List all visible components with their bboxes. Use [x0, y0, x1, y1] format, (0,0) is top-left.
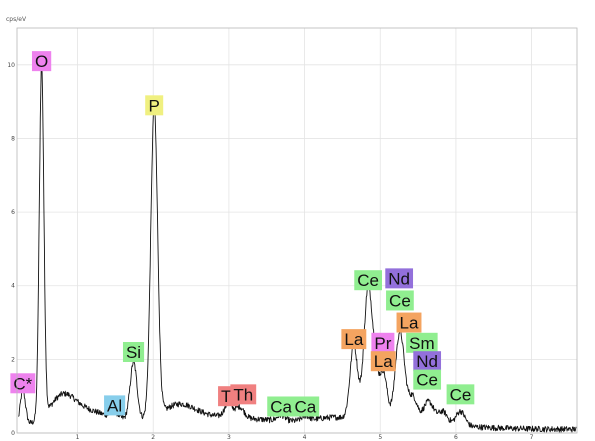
y-tick-label: 0: [11, 430, 15, 437]
y-axis-unit-label: cps/eV: [6, 16, 27, 23]
element-label-box: [31, 51, 52, 72]
element-label-c: C*: [10, 373, 36, 394]
element-label-text: Nd: [388, 269, 410, 288]
element-label-text: Al: [107, 396, 122, 415]
element-label-box: [370, 351, 396, 372]
element-label-la: La: [341, 329, 367, 350]
element-label-text: Si: [126, 343, 141, 362]
element-label-box: [413, 369, 442, 390]
element-label-sm: Sm: [406, 332, 438, 353]
element-label-text: La: [374, 352, 393, 371]
element-label-text: C*: [13, 374, 32, 393]
element-label-box: [341, 329, 367, 350]
element-label-ca: Ca: [291, 396, 320, 417]
element-label-text: Sm: [409, 334, 435, 353]
element-label-th: Th: [230, 384, 257, 405]
element-label-box: [413, 351, 442, 372]
element-label-box: [230, 384, 257, 405]
element-label-pr: Pr: [371, 332, 395, 353]
x-tick-label: 3: [227, 434, 231, 441]
y-tick-label: 2: [11, 356, 15, 363]
element-label-text: Ce: [357, 271, 379, 290]
element-label-box: [386, 290, 414, 311]
element-label-box: [446, 384, 475, 405]
element-label-text: Nd: [416, 352, 438, 371]
element-label-ca: Ca: [267, 396, 295, 417]
element-label-text: O: [35, 52, 48, 71]
element-label-box: [385, 268, 414, 289]
element-label-o: O: [31, 51, 52, 72]
element-label-ce: Ce: [446, 384, 475, 405]
y-tick-label: 10: [7, 62, 15, 69]
element-label-nd: Nd: [385, 268, 414, 289]
element-label-box: [122, 342, 145, 362]
element-label-ce: Ce: [386, 290, 414, 311]
element-label-la: La: [396, 312, 422, 333]
element-label-box: [406, 332, 438, 353]
element-label-text: Ce: [416, 371, 438, 390]
element-label-text: La: [400, 314, 419, 333]
y-tick-label: 8: [11, 135, 15, 142]
x-tick-label: 7: [530, 434, 534, 441]
element-label-text: La: [344, 330, 363, 349]
spectrum-line: [18, 64, 577, 433]
element-label-nd: Nd: [413, 351, 442, 372]
element-label-text: Ce: [389, 291, 411, 310]
plot-frame: [16, 27, 578, 434]
element-label-box: [354, 270, 383, 291]
element-label-box: [291, 396, 320, 417]
element-label-box: [371, 332, 395, 353]
element-label-ce: Ce: [354, 270, 383, 291]
element-label-text: Ca: [294, 397, 316, 416]
element-label-box: [104, 395, 126, 416]
axis-ticks: 1 2 3 4 5 6 7 0 2 4 6 8 10: [7, 62, 533, 441]
x-tick-label: 5: [378, 434, 382, 441]
element-label-text: P: [149, 96, 160, 115]
element-label-box: [145, 95, 164, 116]
y-tick-label: 6: [11, 209, 15, 216]
element-label-text: Th: [233, 385, 253, 404]
y-tick-label: 4: [11, 283, 15, 290]
x-tick-label: 2: [151, 434, 155, 441]
grid-lines: [17, 28, 577, 434]
element-label-box: [396, 312, 422, 333]
element-label-si: Si: [122, 342, 145, 362]
element-label-box: [267, 396, 295, 417]
x-tick-label: 6: [454, 434, 458, 441]
element-label-text: Ca: [270, 397, 292, 416]
x-tick-label: 4: [303, 434, 307, 441]
element-label-la: La: [370, 351, 396, 372]
x-tick-label: 1: [76, 434, 80, 441]
element-label-al: Al: [104, 395, 126, 416]
element-label-ce: Ce: [413, 369, 442, 390]
element-label-text: Ce: [450, 385, 472, 404]
element-label-p: P: [145, 95, 164, 116]
element-label-text: Pr: [374, 334, 391, 353]
